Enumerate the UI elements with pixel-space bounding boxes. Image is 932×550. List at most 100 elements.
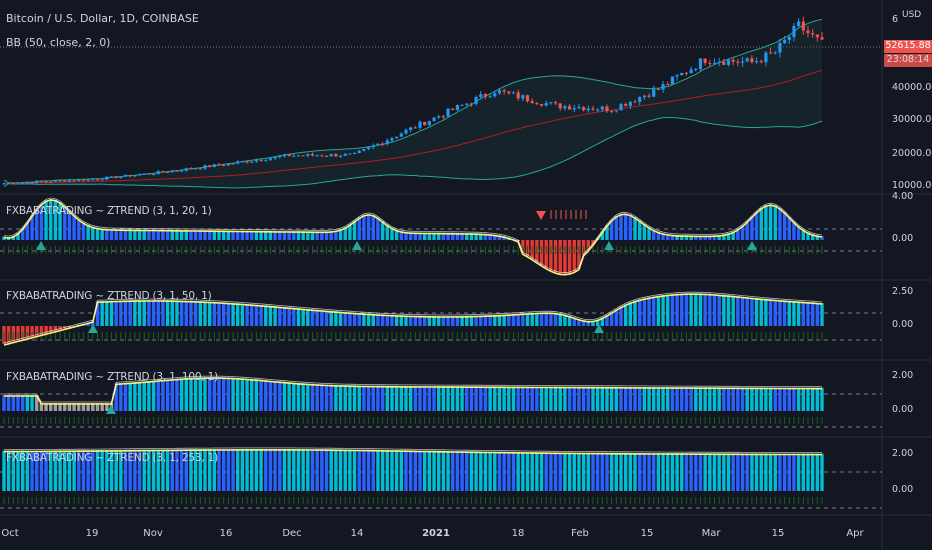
- z50-hist-bar: [736, 296, 740, 326]
- candle-body: [563, 106, 567, 109]
- candle-body: [226, 163, 230, 166]
- candle-body: [647, 95, 651, 97]
- candle-body: [95, 179, 100, 181]
- z100-hist-bar: [563, 386, 567, 411]
- pane-title-z20[interactable]: FXBABATRADING ~ ZTREND (3, 1, 20, 1): [6, 205, 212, 217]
- z50-signal-line: [3, 293, 823, 346]
- z20-hist-bar: [301, 231, 305, 240]
- z50-hist-bar: [782, 300, 787, 326]
- z253-hist-bar: [451, 450, 455, 491]
- z253-hist-bar: [703, 453, 707, 491]
- z50-hist-bar: [156, 300, 160, 326]
- z50-hist-bar: [221, 302, 226, 326]
- z50-hist-bar: [698, 293, 703, 326]
- z50-hist-bar: [572, 317, 576, 326]
- z100-hist-bar: [362, 385, 366, 411]
- z20-hist-bar: [35, 209, 39, 240]
- z253-hist-bar: [189, 449, 193, 491]
- z253-hist-bar: [745, 453, 749, 491]
- z20-hist-bar: [600, 231, 605, 240]
- z100-hist-bar: [736, 387, 740, 411]
- candle-body: [217, 164, 221, 166]
- z50-hist-bar: [455, 315, 460, 326]
- z50-hist-bar: [549, 312, 553, 326]
- z100-hist-bar: [787, 387, 791, 411]
- pane-title-z253[interactable]: FXBABATRADING ~ ZTREND (3, 1, 253, 1): [6, 452, 219, 464]
- z253-hist-bar: [408, 450, 413, 491]
- z20-hist-bar: [105, 228, 109, 240]
- z253-hist-bar: [577, 452, 581, 491]
- z50-hist-bar: [609, 312, 614, 326]
- z253-hist-bar: [119, 449, 123, 491]
- bb-indicator-title[interactable]: BB (50, close, 2, 0): [6, 36, 111, 49]
- candle-body: [338, 155, 343, 157]
- z50-hist-bar: [133, 300, 137, 326]
- z100-hist-bar: [264, 380, 268, 411]
- z50-hist-bar: [53, 326, 58, 331]
- candle-body: [740, 61, 745, 63]
- candle-body: [86, 179, 90, 181]
- z50-hist-bar: [184, 300, 188, 326]
- z20-hist-bar: [558, 240, 562, 274]
- currency-label[interactable]: USD: [902, 10, 922, 20]
- candle-body: [39, 181, 43, 183]
- z100-hist-bar: [357, 385, 361, 411]
- candle-body: [483, 94, 488, 97]
- z20-hist-bar: [212, 230, 217, 240]
- axis-z20-zero: 0.00: [892, 233, 914, 244]
- z50-hist-bar: [493, 314, 497, 326]
- z50-hist-bar: [801, 301, 806, 326]
- z100-hist-bar: [642, 386, 647, 411]
- z50-hist-bar: [656, 295, 661, 326]
- z20-hist-bar: [736, 228, 740, 240]
- z50-hist-bar: [259, 304, 263, 326]
- z253-hist-bar: [6, 450, 11, 491]
- candle-body: [455, 105, 460, 110]
- z100-hist-bar: [530, 386, 534, 411]
- z50-hist-bar: [712, 293, 717, 326]
- candle-body: [750, 58, 754, 63]
- z20-hist-bar: [44, 200, 48, 240]
- z100-hist-bar: [352, 385, 357, 411]
- z50-hist-bar: [521, 313, 525, 326]
- candle-body: [35, 181, 39, 184]
- z253-hist-bar: [175, 449, 179, 491]
- z50-hist-bar: [764, 298, 768, 326]
- z253-hist-bar: [221, 448, 226, 491]
- candle-body: [208, 165, 212, 167]
- z50-hist-bar: [586, 320, 590, 326]
- z50-hist-bar: [123, 300, 128, 326]
- z50-hist-bar: [516, 313, 520, 326]
- candle-body: [778, 43, 782, 53]
- z100-hist-bar: [778, 387, 782, 411]
- z20-hist-bar: [553, 240, 558, 273]
- z253-hist-bar: [460, 451, 464, 491]
- z253-hist-bar: [77, 450, 81, 491]
- z253-hist-bar: [250, 448, 254, 491]
- z50-hist-bar: [446, 315, 450, 326]
- candle-body: [811, 33, 815, 35]
- z20-hist-bar: [778, 208, 782, 240]
- pane-title-z100[interactable]: FXBABATRADING ~ ZTREND (3, 1, 100, 1): [6, 371, 219, 383]
- z50-hist-bar: [39, 326, 44, 335]
- z50-hist-bar: [422, 315, 427, 326]
- symbol-title[interactable]: Bitcoin / U.S. Dollar, 1D, COINBASE: [6, 12, 199, 25]
- z50-hist-bar: [689, 293, 693, 326]
- z253-hist-bar: [343, 449, 347, 491]
- z253-hist-bar: [694, 453, 698, 491]
- z253-hist-bar: [165, 449, 170, 491]
- z20-hist-bar: [58, 202, 62, 240]
- candle-body: [371, 145, 375, 148]
- pane-title-z50[interactable]: FXBABATRADING ~ ZTREND (3, 1, 50, 1): [6, 290, 212, 302]
- z253-hist-bar: [91, 450, 95, 491]
- z20-hist-bar: [343, 227, 347, 240]
- z50-hist-bar: [511, 313, 516, 326]
- z50-hist-bar: [404, 315, 408, 326]
- candle-body: [722, 62, 726, 65]
- z100-hist-bar: [292, 382, 296, 411]
- z20-hist-bar: [142, 229, 146, 240]
- z20-hist-bar: [310, 231, 315, 240]
- z253-hist-bar: [161, 449, 165, 491]
- z253-hist-bar: [628, 452, 633, 491]
